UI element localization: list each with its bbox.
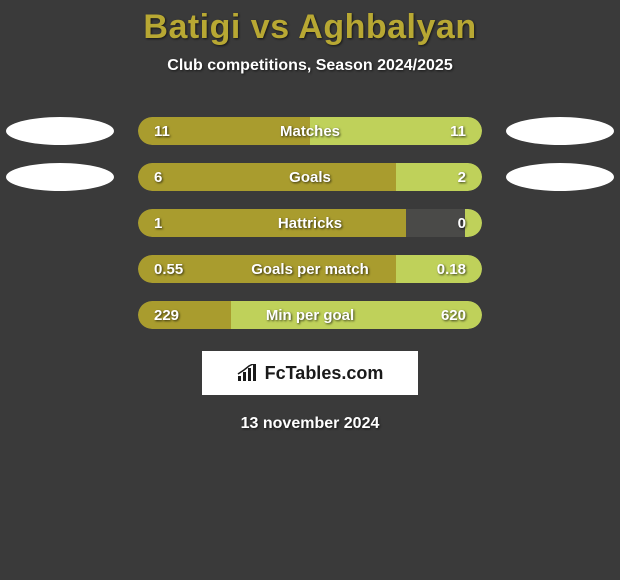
bar-right-fill [396, 163, 482, 191]
logo-text: FcTables.com [265, 363, 384, 384]
page-title: Batigi vs Aghbalyan [0, 8, 620, 47]
bar-track: 229Min per goal620 [138, 301, 482, 329]
stat-row: 6Goals2 [0, 163, 620, 191]
player-left-marker [6, 163, 114, 191]
bar-right-fill [310, 117, 482, 145]
bar-left-fill [138, 209, 406, 237]
bar-track: 1Hattricks0 [138, 209, 482, 237]
stat-row: 0.55Goals per match0.18 [0, 255, 620, 283]
bar-right-fill [465, 209, 482, 237]
bar-track: 6Goals2 [138, 163, 482, 191]
chart-icon [237, 364, 259, 382]
date-text: 13 november 2024 [0, 415, 620, 433]
player-right-marker [506, 163, 614, 191]
bar-left-fill [138, 163, 396, 191]
stat-row: 11Matches11 [0, 117, 620, 145]
page-subtitle: Club competitions, Season 2024/2025 [0, 57, 620, 75]
bar-track: 11Matches11 [138, 117, 482, 145]
bar-left-fill [138, 117, 310, 145]
bar-right-fill [231, 301, 482, 329]
bar-track: 0.55Goals per match0.18 [138, 255, 482, 283]
logo-box[interactable]: FcTables.com [202, 351, 418, 395]
player-right-marker [506, 117, 614, 145]
bar-right-fill [396, 255, 482, 283]
player-left-marker [6, 117, 114, 145]
comparison-container: Batigi vs Aghbalyan Club competitions, S… [0, 0, 620, 433]
stat-row: 1Hattricks0 [0, 209, 620, 237]
bar-left-fill [138, 301, 231, 329]
bar-left-fill [138, 255, 396, 283]
logo: FcTables.com [237, 363, 384, 384]
stat-row: 229Min per goal620 [0, 301, 620, 329]
stats-rows: 11Matches11 6Goals2 1Hattricks0 0.55Goals p… [0, 117, 620, 329]
